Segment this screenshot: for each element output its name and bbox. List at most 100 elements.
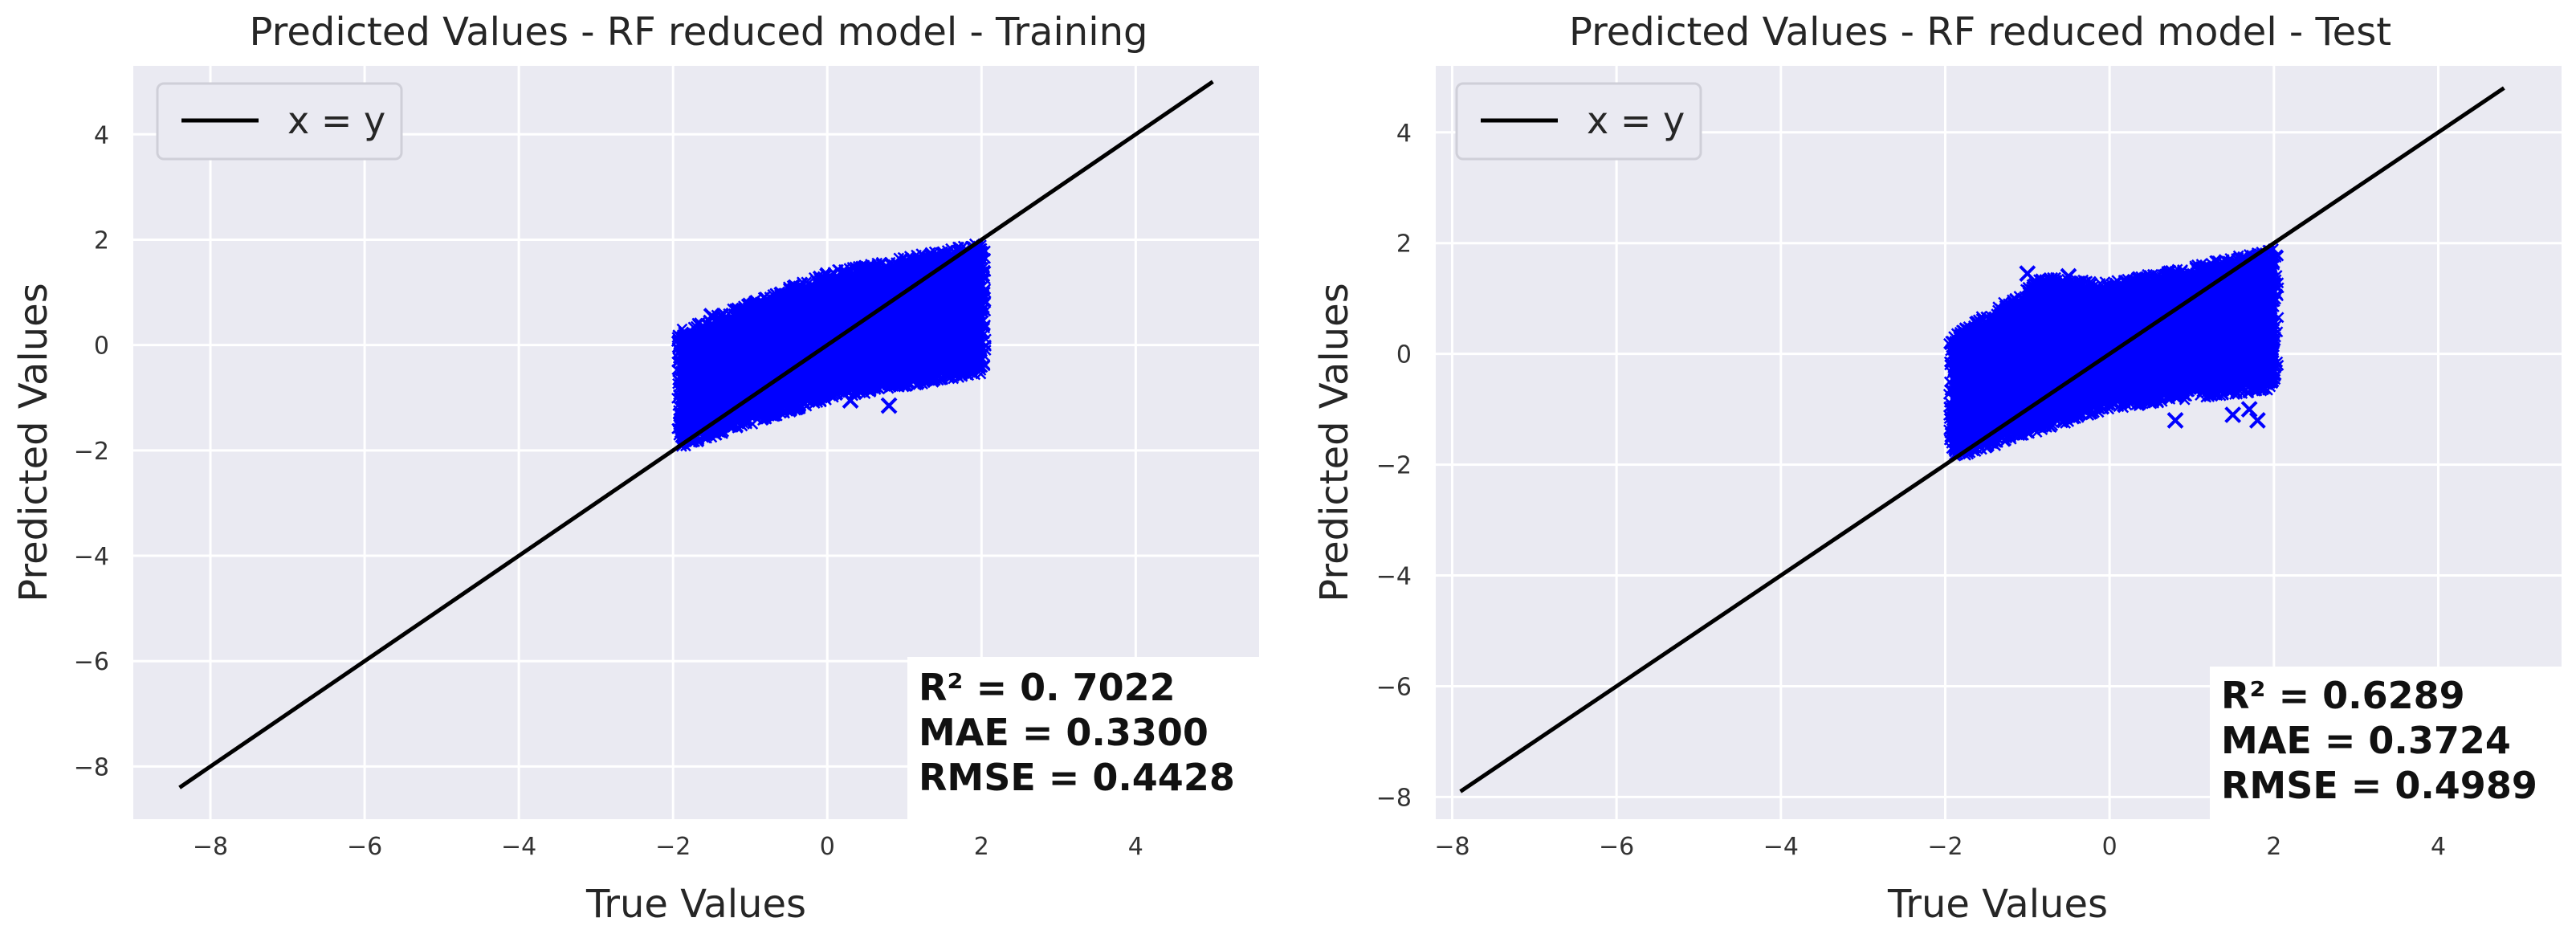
data-point [2019, 418, 2031, 429]
data-point [2102, 399, 2114, 411]
data-point-band [868, 268, 874, 388]
data-point-band [848, 271, 854, 391]
data-point [673, 384, 685, 396]
data-point [779, 407, 790, 419]
data-point-band [732, 312, 740, 425]
stats-background [907, 657, 1259, 819]
data-point [932, 364, 944, 375]
data-point-band [2040, 282, 2048, 425]
data-point [714, 314, 725, 326]
data-point-band [758, 303, 764, 417]
grid-lines [133, 66, 1259, 819]
data-point-band [883, 265, 890, 385]
data-point [760, 407, 771, 419]
data-point-band [2068, 283, 2074, 417]
data-point-band [2089, 286, 2096, 410]
legend-box [1455, 82, 1702, 161]
data-point [732, 422, 744, 434]
y-axis-label: Predicted Values [1312, 283, 1357, 602]
data-point-band [2046, 282, 2053, 423]
data-point [978, 261, 990, 272]
data-point [2040, 410, 2052, 422]
data-point [2047, 419, 2059, 431]
data-point [2056, 407, 2069, 419]
data-point-band [958, 251, 964, 373]
data-point-band [728, 314, 734, 426]
data-point [980, 305, 992, 317]
data-point [2148, 396, 2160, 408]
data-point-band [2110, 286, 2117, 404]
data-point [880, 397, 898, 414]
chart-test-svg: Predicted Values - RF reduced model - Te… [1312, 10, 2562, 927]
data-point [976, 247, 987, 259]
data-point [674, 371, 685, 383]
data-point [2071, 275, 2083, 287]
data-point [2264, 269, 2276, 281]
y-tick-label: −8 [1376, 784, 1412, 812]
data-point-band [2249, 258, 2256, 387]
y-tick-label: −4 [1376, 563, 1412, 591]
data-point [1947, 365, 1959, 376]
data-point [741, 415, 753, 427]
data-point [678, 410, 690, 422]
data-point [972, 320, 984, 331]
data-point [2089, 398, 2100, 409]
data-point-band [783, 292, 789, 409]
data-point [2264, 259, 2276, 271]
x-equals-y-line [178, 80, 1214, 789]
data-point [785, 283, 797, 296]
data-point [858, 260, 870, 272]
data-point [803, 390, 815, 402]
data-point-band [2191, 270, 2197, 394]
data-point [2133, 400, 2145, 412]
data-point [809, 398, 821, 409]
data-point-band [933, 255, 940, 377]
data-point [975, 272, 986, 283]
data-point-band [1977, 323, 1983, 446]
data-point-band [2003, 305, 2011, 437]
data-point [911, 379, 922, 391]
data-point [2019, 265, 2036, 283]
y-tick-label: 4 [1396, 120, 1412, 148]
data-point [919, 255, 931, 267]
chart-title: Predicted Values - RF reduced model - Tr… [250, 10, 1148, 55]
data-point-band [2030, 288, 2037, 428]
data-point [870, 379, 881, 390]
data-point [2146, 388, 2158, 399]
x-tick-label: 0 [820, 833, 835, 861]
data-point [850, 377, 862, 389]
data-point [1946, 384, 1958, 396]
data-point [2200, 391, 2212, 403]
reference-line [1459, 86, 2505, 793]
legend-entry: x = y [287, 99, 385, 142]
data-point [2221, 381, 2233, 394]
data-point-band [1982, 319, 1989, 444]
data-point [841, 273, 853, 285]
data-point [2234, 378, 2245, 390]
data-point [675, 393, 686, 405]
data-point-band [2137, 281, 2144, 401]
data-point [2154, 385, 2166, 398]
data-point-band [888, 264, 895, 385]
data-point-band [2073, 284, 2080, 414]
data-point [2122, 273, 2134, 285]
data-point [2170, 265, 2181, 277]
data-point [976, 289, 988, 300]
tick-labels: −8 −6 −4 −2 0 2 4 −8 −6 −4 −2 0 2 4 [1376, 120, 2446, 861]
data-point [773, 296, 785, 308]
tick-labels: −8 −6 −4 −2 0 2 4 −8 −6 −4 −2 0 2 4 [74, 121, 1143, 861]
data-point [673, 418, 684, 430]
data-point-band [908, 260, 915, 381]
data-point [848, 270, 859, 282]
x-tick-label: −6 [1599, 833, 1634, 861]
stats-r2: R² = 0.6289 [2221, 674, 2465, 717]
data-point [1944, 431, 1955, 443]
data-point [2269, 280, 2281, 292]
data-point [1946, 367, 1958, 379]
data-point [2022, 427, 2034, 439]
x-tick-label: −8 [1434, 833, 1469, 861]
data-point-band [817, 279, 825, 398]
data-point [913, 377, 925, 390]
y-tick-label: 2 [1396, 230, 1412, 259]
data-point [2160, 267, 2172, 279]
